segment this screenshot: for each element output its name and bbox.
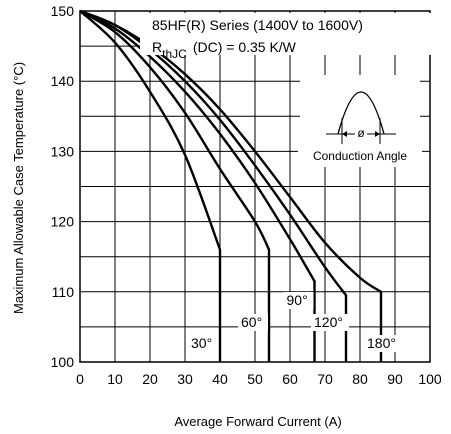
inset-sine-pulse (337, 91, 385, 135)
series-label-backdrop (238, 314, 268, 331)
x-tick-label: 80 (352, 371, 368, 387)
series-label: 180° (367, 335, 396, 351)
x-tick-label: 50 (247, 371, 263, 387)
inset-label: Conduction Angle (313, 149, 407, 163)
series-lines (79, 9, 383, 362)
y-tick-label: 120 (51, 214, 75, 230)
y-tick-label: 110 (52, 284, 75, 300)
y-tick-label: 150 (51, 3, 75, 19)
series-label-backdrop (188, 335, 218, 352)
series-line (79, 10, 222, 362)
annotation-title-line1: 85HF(R) Series (1400V to 1600V) (152, 17, 363, 33)
annotation-title-line2: RthJC (DC) = 0.35 K/W (152, 39, 297, 61)
series-label: 60° (241, 314, 262, 330)
series-line (79, 9, 316, 362)
x-tick-label: 10 (107, 371, 123, 387)
inset-arrow-right-icon (375, 131, 380, 137)
series-line (79, 9, 383, 362)
x-tick-label: 70 (317, 371, 333, 387)
rthjc-value: (DC) = 0.35 K/W (193, 39, 297, 55)
x-tick-label: 100 (418, 371, 442, 387)
series-label: 30° (191, 335, 212, 351)
annotation-backdrop (140, 13, 431, 55)
x-tick-label: 40 (212, 371, 228, 387)
x-tick-label: 0 (76, 371, 84, 387)
series-label: 90° (287, 292, 308, 308)
x-tick-labels: 0 10 20 30 40 50 60 70 80 90 100 (76, 371, 442, 387)
inset-angle-symbol: ø (357, 126, 365, 140)
inset-arrow-left-icon (342, 131, 347, 137)
y-tick-label: 140 (51, 73, 75, 89)
series-label-backdrop (364, 335, 402, 352)
plot-frame (79, 10, 431, 363)
rthjc-subscript: thJC (162, 47, 187, 61)
y-axis-title: Maximum Allowable Case Temperature (°C) (11, 62, 26, 314)
x-axis-title: Average Forward Current (A) (174, 414, 341, 429)
series-labels: 30° 60° 90° 120° 180° (188, 292, 402, 352)
y-tick-label: 130 (51, 143, 75, 159)
inset-label-backdrop (298, 146, 422, 164)
y-tick-label: 100 (51, 354, 75, 370)
y-tick-labels: 100 110 120 130 140 150 (51, 3, 75, 370)
conduction-angle-inset: ø Conduction Angle (298, 91, 422, 164)
inset-symbol-backdrop (355, 126, 367, 138)
rthjc-main: R (152, 39, 162, 55)
x-tick-label: 20 (142, 371, 158, 387)
series-label-backdrop (283, 292, 314, 309)
series-label-backdrop (311, 314, 349, 331)
x-tick-label: 30 (177, 371, 193, 387)
x-tick-label: 90 (387, 371, 403, 387)
x-tick-label: 60 (282, 371, 298, 387)
series-line (79, 9, 271, 362)
series-label: 120° (314, 314, 343, 330)
